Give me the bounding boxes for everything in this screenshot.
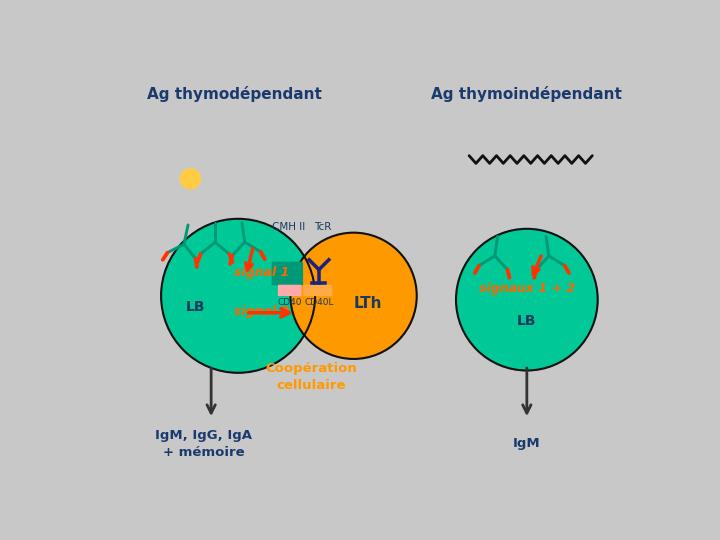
Circle shape [161,219,315,373]
Text: Coopération
cellulaire: Coopération cellulaire [266,362,357,392]
Text: CD40L: CD40L [304,298,333,307]
Text: Ag thymoindépendant: Ag thymoindépendant [431,86,622,102]
FancyBboxPatch shape [272,278,302,285]
Text: LTh: LTh [354,296,382,311]
Circle shape [290,233,417,359]
Text: LB: LB [186,300,205,314]
Text: Ag thymodépendant: Ag thymodépendant [147,86,322,102]
FancyBboxPatch shape [272,262,302,269]
Text: LB: LB [517,314,536,328]
Text: IgM, IgG, IgA
+ mémoire: IgM, IgG, IgA + mémoire [155,429,252,458]
Text: CMH II: CMH II [271,221,305,232]
Text: CD40: CD40 [277,298,302,307]
FancyBboxPatch shape [304,286,332,295]
Text: signaux 1 + 2: signaux 1 + 2 [479,281,575,295]
Text: signal 2: signal 2 [234,305,289,318]
FancyBboxPatch shape [272,270,302,277]
Text: TcR: TcR [314,221,331,232]
Circle shape [456,229,598,370]
Text: IgM: IgM [513,437,541,450]
Circle shape [180,168,200,189]
Text: signal 1: signal 1 [234,266,289,279]
FancyBboxPatch shape [279,286,301,295]
